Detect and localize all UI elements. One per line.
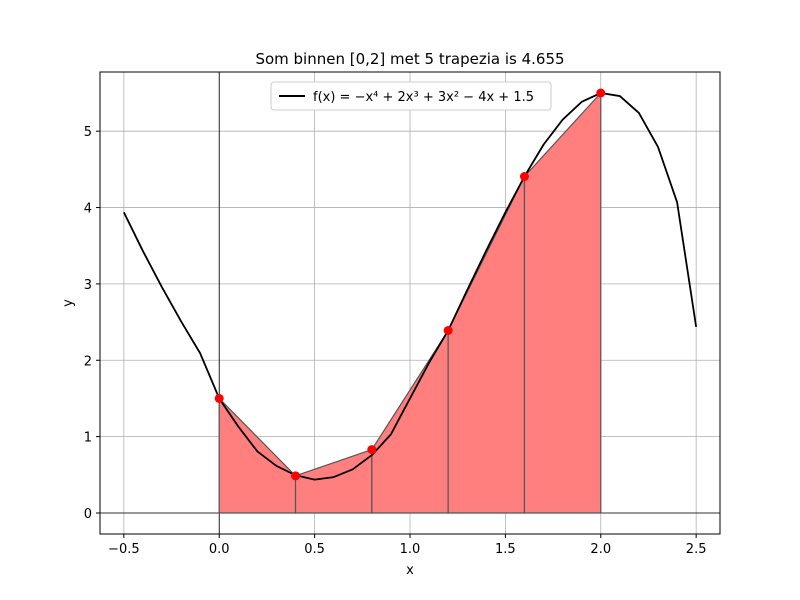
trapezoid-points <box>214 88 606 481</box>
x-tick-label: 1.0 <box>400 542 421 557</box>
legend: f(x) = −x⁴ + 2x³ + 3x² − 4x + 1.5 <box>270 81 552 111</box>
x-tick-label: 1.5 <box>495 542 516 557</box>
y-tick-label: 5 <box>84 125 92 140</box>
x-axis-label: x <box>406 563 414 578</box>
y-tick-label: 2 <box>84 354 92 369</box>
trapezoid-point <box>519 172 529 182</box>
y-tick-label: 1 <box>84 431 92 446</box>
y-axis-label: y <box>61 299 76 307</box>
trapezoid-point <box>443 325 453 335</box>
y-tick-label: 0 <box>84 507 92 522</box>
chart-title: Som binnen [0,2] met 5 trapezia is 4.655 <box>255 50 564 68</box>
legend-label: f(x) = −x⁴ + 2x³ + 3x² − 4x + 1.5 <box>313 90 534 105</box>
trapezoid-point <box>596 88 606 98</box>
legend-box <box>270 81 552 111</box>
y-tick-label: 3 <box>84 278 92 293</box>
trapezoid <box>447 176 526 514</box>
x-tick-label: −0.5 <box>108 542 140 557</box>
y-tick-label: 4 <box>84 202 92 217</box>
tick-labels: −0.5 0.0 0.5 1.0 1.5 2.0 2.5 0 1 2 3 4 5 <box>84 125 707 557</box>
x-tick-label: 0.0 <box>209 542 230 557</box>
trapezoid-fills <box>218 91 602 514</box>
trapezoid-point <box>291 471 301 481</box>
x-tick-label: 0.5 <box>304 542 325 557</box>
trapezoid-point <box>367 445 377 455</box>
trapezoid-point <box>214 393 224 403</box>
x-tick-label: 2.0 <box>590 542 611 557</box>
x-tick-label: 2.5 <box>686 542 707 557</box>
trapezoid <box>294 448 373 514</box>
